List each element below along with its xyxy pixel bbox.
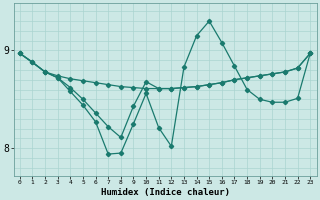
X-axis label: Humidex (Indice chaleur): Humidex (Indice chaleur): [100, 188, 229, 197]
